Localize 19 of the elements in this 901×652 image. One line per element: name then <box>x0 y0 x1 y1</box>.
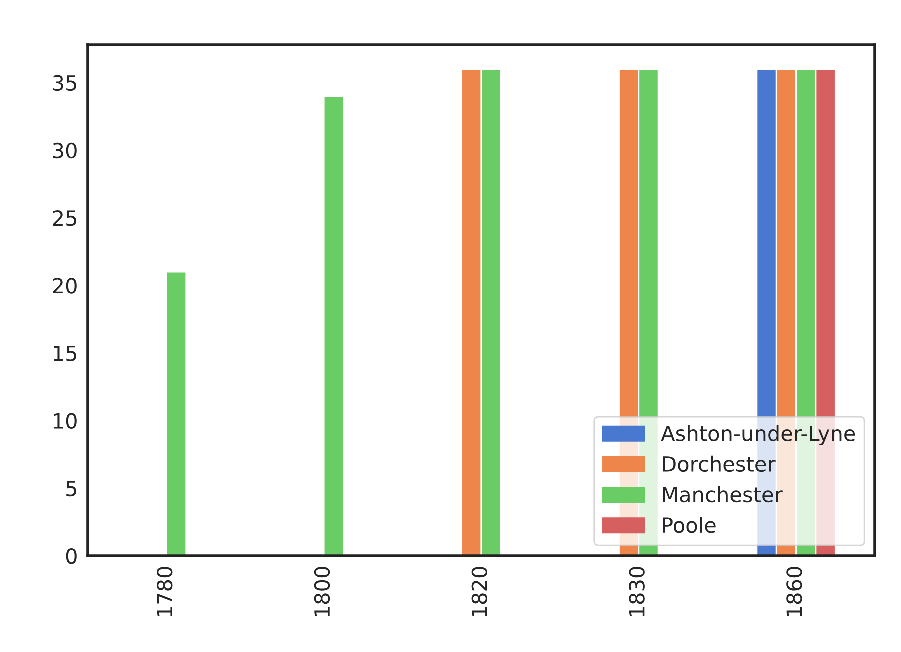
legend-label: Dorchester <box>663 456 776 472</box>
legend-label: Poole <box>663 517 716 534</box>
bar <box>166 271 188 556</box>
y-tick-label: 30 <box>53 142 77 159</box>
y-tick-label: 0 <box>66 548 77 564</box>
y-tick-label: 25 <box>53 210 76 226</box>
x-tick-label: 1860 <box>786 567 802 616</box>
y-tick-label: 20 <box>53 278 77 294</box>
x-tick-label: 1780 <box>156 567 173 616</box>
y-tick-label: 35 <box>53 75 76 92</box>
y-tick-label: 15 <box>54 346 76 362</box>
x-tick-label: 1800 <box>314 567 330 616</box>
legend-label: Ashton-under-Lyne <box>661 425 856 446</box>
x-tick-label: 1830 <box>629 567 645 616</box>
legend-label: Manchester <box>663 486 783 503</box>
x-tick-label: 1820 <box>472 567 488 616</box>
bar <box>323 96 344 556</box>
y-tick-label: 10 <box>54 413 77 430</box>
y-tick-label: 5 <box>66 481 76 497</box>
